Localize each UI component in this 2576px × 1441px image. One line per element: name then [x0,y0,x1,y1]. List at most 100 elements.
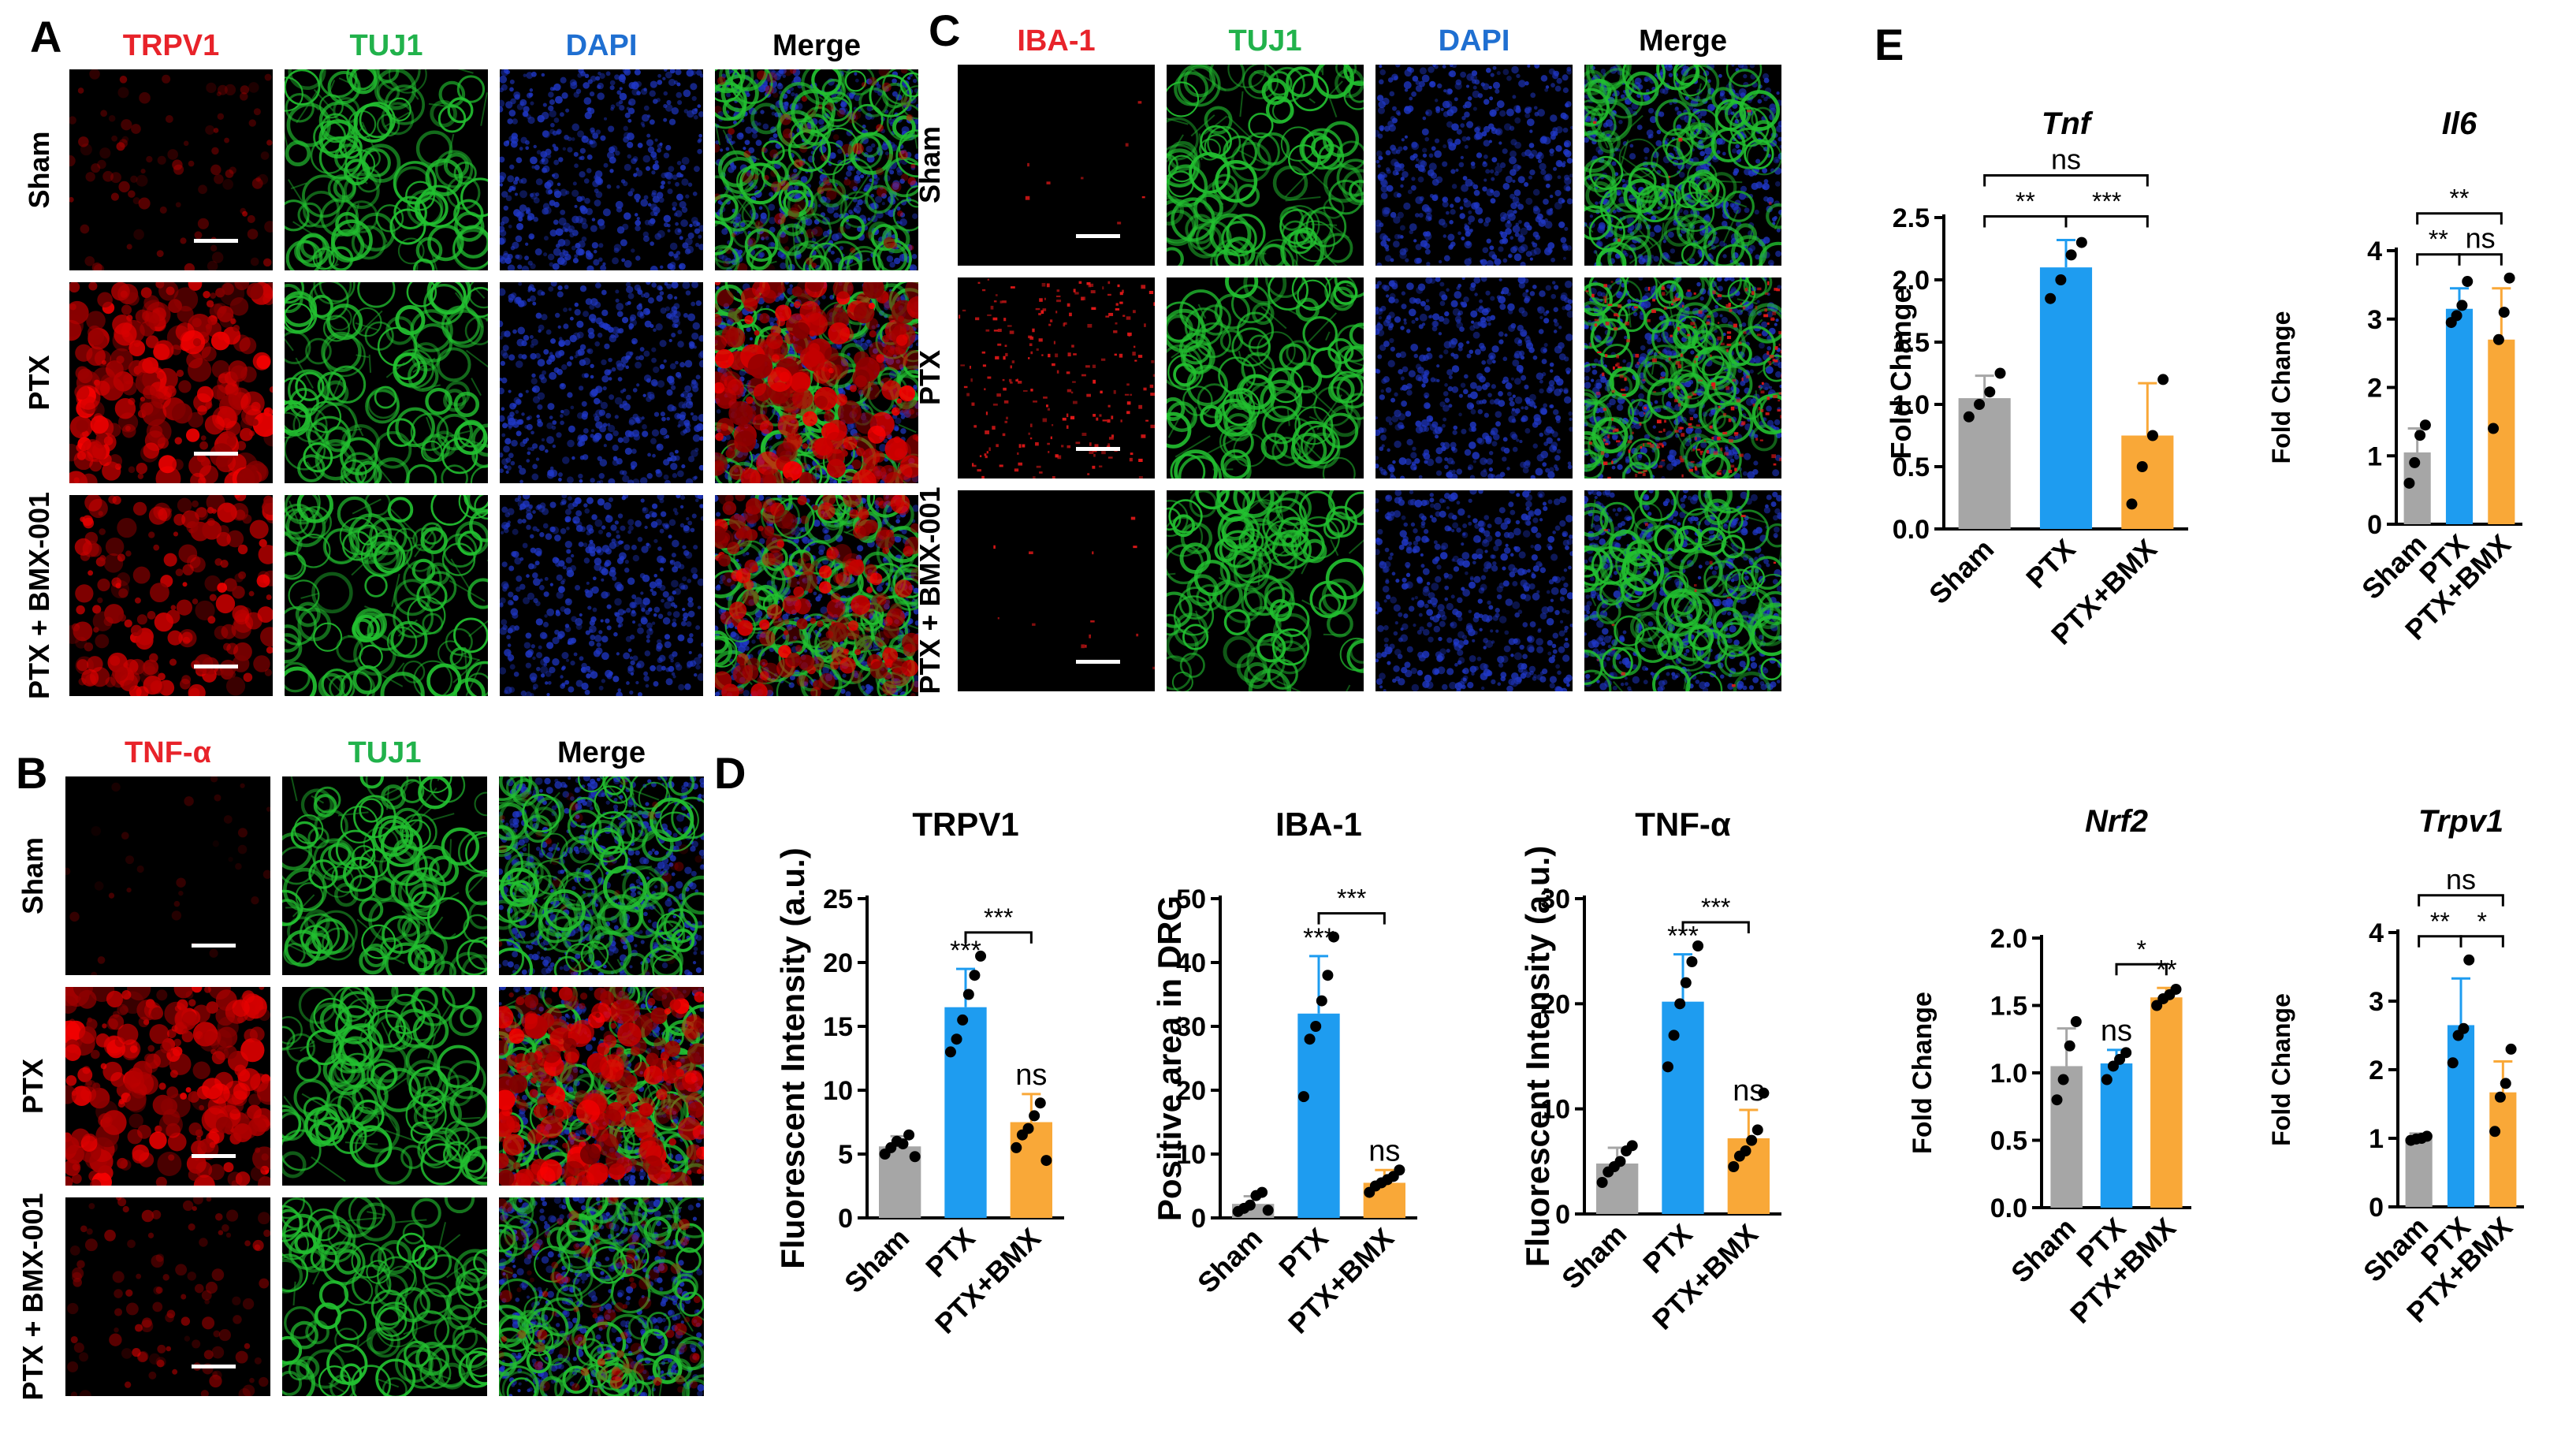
micrograph-tile [69,495,273,696]
chart-title: Tnf [2042,106,2094,141]
significance-bracket [964,931,1033,944]
data-point [2126,498,2138,510]
bar [944,1007,987,1218]
data-point [1668,1030,1680,1041]
micrograph-tile [285,495,488,696]
panel-c-micrographs: IBA-1 TUJ1 DAPI Merge Sham PTX PTX + BMX-001 [914,24,1781,694]
row-label: PTX + BMX-001 [23,492,55,699]
micrograph-tile [958,277,1155,478]
micrograph-tile [500,69,703,270]
data-point [2051,1094,2063,1106]
chart-tnfa: TNF-α Fluorescent Intensity (a.u.) 0 10 20 30… [1519,806,1781,1336]
significance-bracket [1983,214,2068,228]
micrograph-tile [1584,65,1781,266]
micrograph-tile [1375,277,1573,478]
y-tick-label: 15 [823,1012,853,1042]
bracket-label: *** [2092,187,2121,215]
chart-trpv1: TRPV1 Fluorescent Intensity (a.u.) 0 5 10 15 2… [774,806,1064,1340]
bracket-label: * [2136,935,2146,963]
data-point [2463,954,2475,966]
data-point [1316,995,1327,1007]
data-point [2403,477,2415,489]
bracket-label: *** [984,903,1013,932]
data-point [1746,1134,1758,1146]
data-point [1994,367,2006,379]
bar [2121,435,2174,529]
y-tick-label: 0.5 [1990,1126,2027,1156]
y-tick-label: 2.0 [1893,266,1930,296]
data-point [1310,1021,1322,1032]
micrograph-tile [65,776,270,975]
chart-title: IBA-1 [1275,806,1362,843]
data-point [1728,1161,1740,1172]
micrograph-tile [500,495,703,696]
data-point [2101,1074,2113,1085]
data-point [2421,1130,2433,1142]
data-point [1686,956,1698,967]
data-point [2055,274,2067,285]
panel-letter-e: E [1874,20,1904,69]
chart-title: Trpv1 [2418,804,2503,839]
data-point [1596,1177,1608,1188]
data-point [1751,1124,1763,1136]
channel-label: Merge [772,29,861,62]
micrograph-tile [69,282,273,483]
data-point [1394,1164,1405,1176]
significance-bracket [1681,921,1750,933]
y-tick-label: 0 [838,1204,853,1234]
bar [2445,308,2474,524]
data-point [2075,236,2087,248]
x-tick-label: PTX [2019,533,2081,594]
data-point [969,970,981,981]
channel-label: TUJ1 [1229,24,1302,58]
data-point [2146,430,2158,441]
y-tick-label: 4 [2369,918,2384,948]
row-label: Sham [914,126,946,203]
y-tick-label: 10 [1176,1140,1206,1170]
micrograph-tile [1375,490,1573,691]
micrograph-tile [285,282,488,483]
significance-label: ns [1733,1074,1764,1108]
data-point [1614,1156,1626,1167]
channel-label: Merge [1639,24,1727,58]
micrograph-tile [1167,277,1364,478]
y-axis-label: Fold Change [1885,288,1917,460]
bracket-label: ** [2429,225,2448,254]
data-point [2170,983,2182,995]
bar [2447,1025,2475,1207]
data-point [2120,1047,2132,1059]
y-tick-label: 0 [1191,1204,1206,1234]
data-point [944,1046,956,1058]
data-point [2492,333,2504,345]
significance-bracket [1317,912,1386,925]
data-point [1680,977,1692,989]
micrograph-tile [715,495,918,696]
data-point [2500,1078,2511,1089]
channel-label: TUJ1 [348,736,422,769]
data-point [1626,1140,1638,1152]
channel-label: Merge [557,736,646,769]
y-tick-label: 30 [1176,1012,1206,1042]
significance-label: ns [2101,1015,2132,1048]
micrograph-tile [282,776,487,975]
significance-bracket [2115,963,2168,976]
data-point [909,1151,921,1163]
bracket-label: * [2477,907,2486,936]
data-point [1963,411,1975,423]
significance-label: ns [1368,1134,1400,1167]
y-tick-label: 0.0 [1893,515,1930,545]
data-point [2057,1074,2069,1085]
data-point [2409,456,2421,468]
data-point [1974,399,1986,410]
y-tick-label: 1.5 [1893,328,1930,358]
row-label: Sham [23,131,55,208]
y-tick-label: 40 [1176,948,1206,978]
y-tick-label: 1 [2367,441,2382,471]
data-point [2136,461,2148,472]
panel-a-micrographs: TRPV1 TUJ1 DAPI Merge Sham PTX PTX + BMX-001 [23,29,918,699]
